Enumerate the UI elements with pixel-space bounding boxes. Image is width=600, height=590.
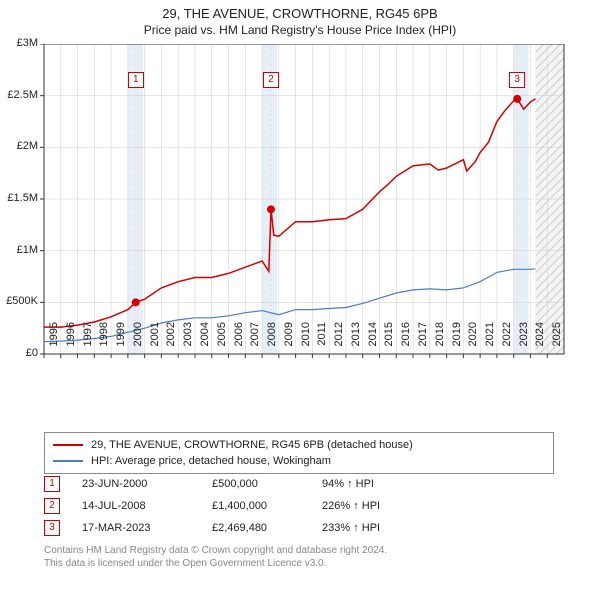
event-date: 14-JUL-2008 bbox=[82, 500, 212, 512]
x-axis-label: 2010 bbox=[300, 322, 312, 362]
x-axis-label: 1996 bbox=[65, 322, 77, 362]
event-price: £1,400,000 bbox=[212, 500, 322, 512]
y-axis-label: £2M bbox=[4, 140, 38, 152]
x-axis-label: 2011 bbox=[316, 322, 328, 362]
x-axis-label: 2006 bbox=[233, 322, 245, 362]
x-axis-label: 2013 bbox=[350, 322, 362, 362]
x-axis-label: 2004 bbox=[199, 322, 211, 362]
event-pct: 233% ↑ HPI bbox=[322, 522, 442, 534]
y-axis-label: £1M bbox=[4, 244, 38, 256]
event-marker: 3 bbox=[44, 520, 60, 536]
x-axis-label: 1999 bbox=[115, 322, 127, 362]
x-axis-label: 2021 bbox=[484, 322, 496, 362]
event-row: 2 14-JUL-2008 £1,400,000 226% ↑ HPI bbox=[44, 496, 554, 516]
chart-title: 29, THE AVENUE, CROWTHORNE, RG45 6PB bbox=[0, 6, 600, 21]
x-axis-label: 2001 bbox=[149, 322, 161, 362]
x-axis-label: 2016 bbox=[400, 322, 412, 362]
y-axis-label: £1.5M bbox=[4, 192, 38, 204]
x-axis-label: 2018 bbox=[434, 322, 446, 362]
event-price: £2,469,480 bbox=[212, 522, 322, 534]
x-axis-label: 2025 bbox=[551, 322, 563, 362]
y-axis-label: £3M bbox=[4, 37, 38, 49]
x-axis-label: 2000 bbox=[132, 322, 144, 362]
footer: Contains HM Land Registry data © Crown c… bbox=[44, 544, 387, 570]
sale-marker: 3 bbox=[509, 72, 525, 88]
sale-marker: 1 bbox=[128, 72, 144, 88]
legend-label: HPI: Average price, detached house, Woki… bbox=[91, 455, 331, 467]
x-axis-label: 2003 bbox=[182, 322, 194, 362]
x-axis-label: 2020 bbox=[467, 322, 479, 362]
x-axis-label: 2014 bbox=[367, 322, 379, 362]
event-date: 17-MAR-2023 bbox=[82, 522, 212, 534]
x-axis-label: 1995 bbox=[48, 322, 60, 362]
chart-subtitle: Price paid vs. HM Land Registry's House … bbox=[0, 23, 600, 37]
x-axis-label: 2019 bbox=[451, 322, 463, 362]
x-axis-label: 1998 bbox=[98, 322, 110, 362]
x-axis-label: 2002 bbox=[165, 322, 177, 362]
chart-area: £0£500K£1M£1.5M£2M£2.5M£3M19951996199719… bbox=[0, 44, 600, 424]
footer-line2: This data is licensed under the Open Gov… bbox=[44, 557, 387, 570]
event-date: 23-JUN-2000 bbox=[82, 478, 212, 490]
event-price: £500,000 bbox=[212, 478, 322, 490]
event-pct: 226% ↑ HPI bbox=[322, 500, 442, 512]
legend: 29, THE AVENUE, CROWTHORNE, RG45 6PB (de… bbox=[44, 432, 554, 474]
y-axis-label: £0 bbox=[4, 347, 38, 359]
x-axis-label: 2008 bbox=[266, 322, 278, 362]
y-axis-label: £2.5M bbox=[4, 89, 38, 101]
legend-label: 29, THE AVENUE, CROWTHORNE, RG45 6PB (de… bbox=[91, 439, 413, 451]
event-row: 1 23-JUN-2000 £500,000 94% ↑ HPI bbox=[44, 474, 554, 494]
legend-item-subject: 29, THE AVENUE, CROWTHORNE, RG45 6PB (de… bbox=[53, 437, 545, 453]
y-axis-label: £500K bbox=[4, 295, 38, 307]
x-axis-label: 2012 bbox=[333, 322, 345, 362]
x-axis-label: 2015 bbox=[383, 322, 395, 362]
x-axis-label: 2023 bbox=[518, 322, 530, 362]
event-row: 3 17-MAR-2023 £2,469,480 233% ↑ HPI bbox=[44, 518, 554, 538]
event-marker: 1 bbox=[44, 476, 60, 492]
x-axis-label: 2007 bbox=[249, 322, 261, 362]
legend-item-hpi: HPI: Average price, detached house, Woki… bbox=[53, 453, 545, 469]
footer-line1: Contains HM Land Registry data © Crown c… bbox=[44, 544, 387, 557]
events-table: 1 23-JUN-2000 £500,000 94% ↑ HPI 2 14-JU… bbox=[44, 474, 554, 540]
x-axis-label: 2005 bbox=[216, 322, 228, 362]
x-axis-label: 2024 bbox=[534, 322, 546, 362]
event-pct: 94% ↑ HPI bbox=[322, 478, 442, 490]
x-axis-label: 2022 bbox=[501, 322, 513, 362]
sale-marker: 2 bbox=[263, 72, 279, 88]
x-axis-label: 2009 bbox=[283, 322, 295, 362]
x-axis-label: 2017 bbox=[417, 322, 429, 362]
x-axis-label: 1997 bbox=[82, 322, 94, 362]
event-marker: 2 bbox=[44, 498, 60, 514]
